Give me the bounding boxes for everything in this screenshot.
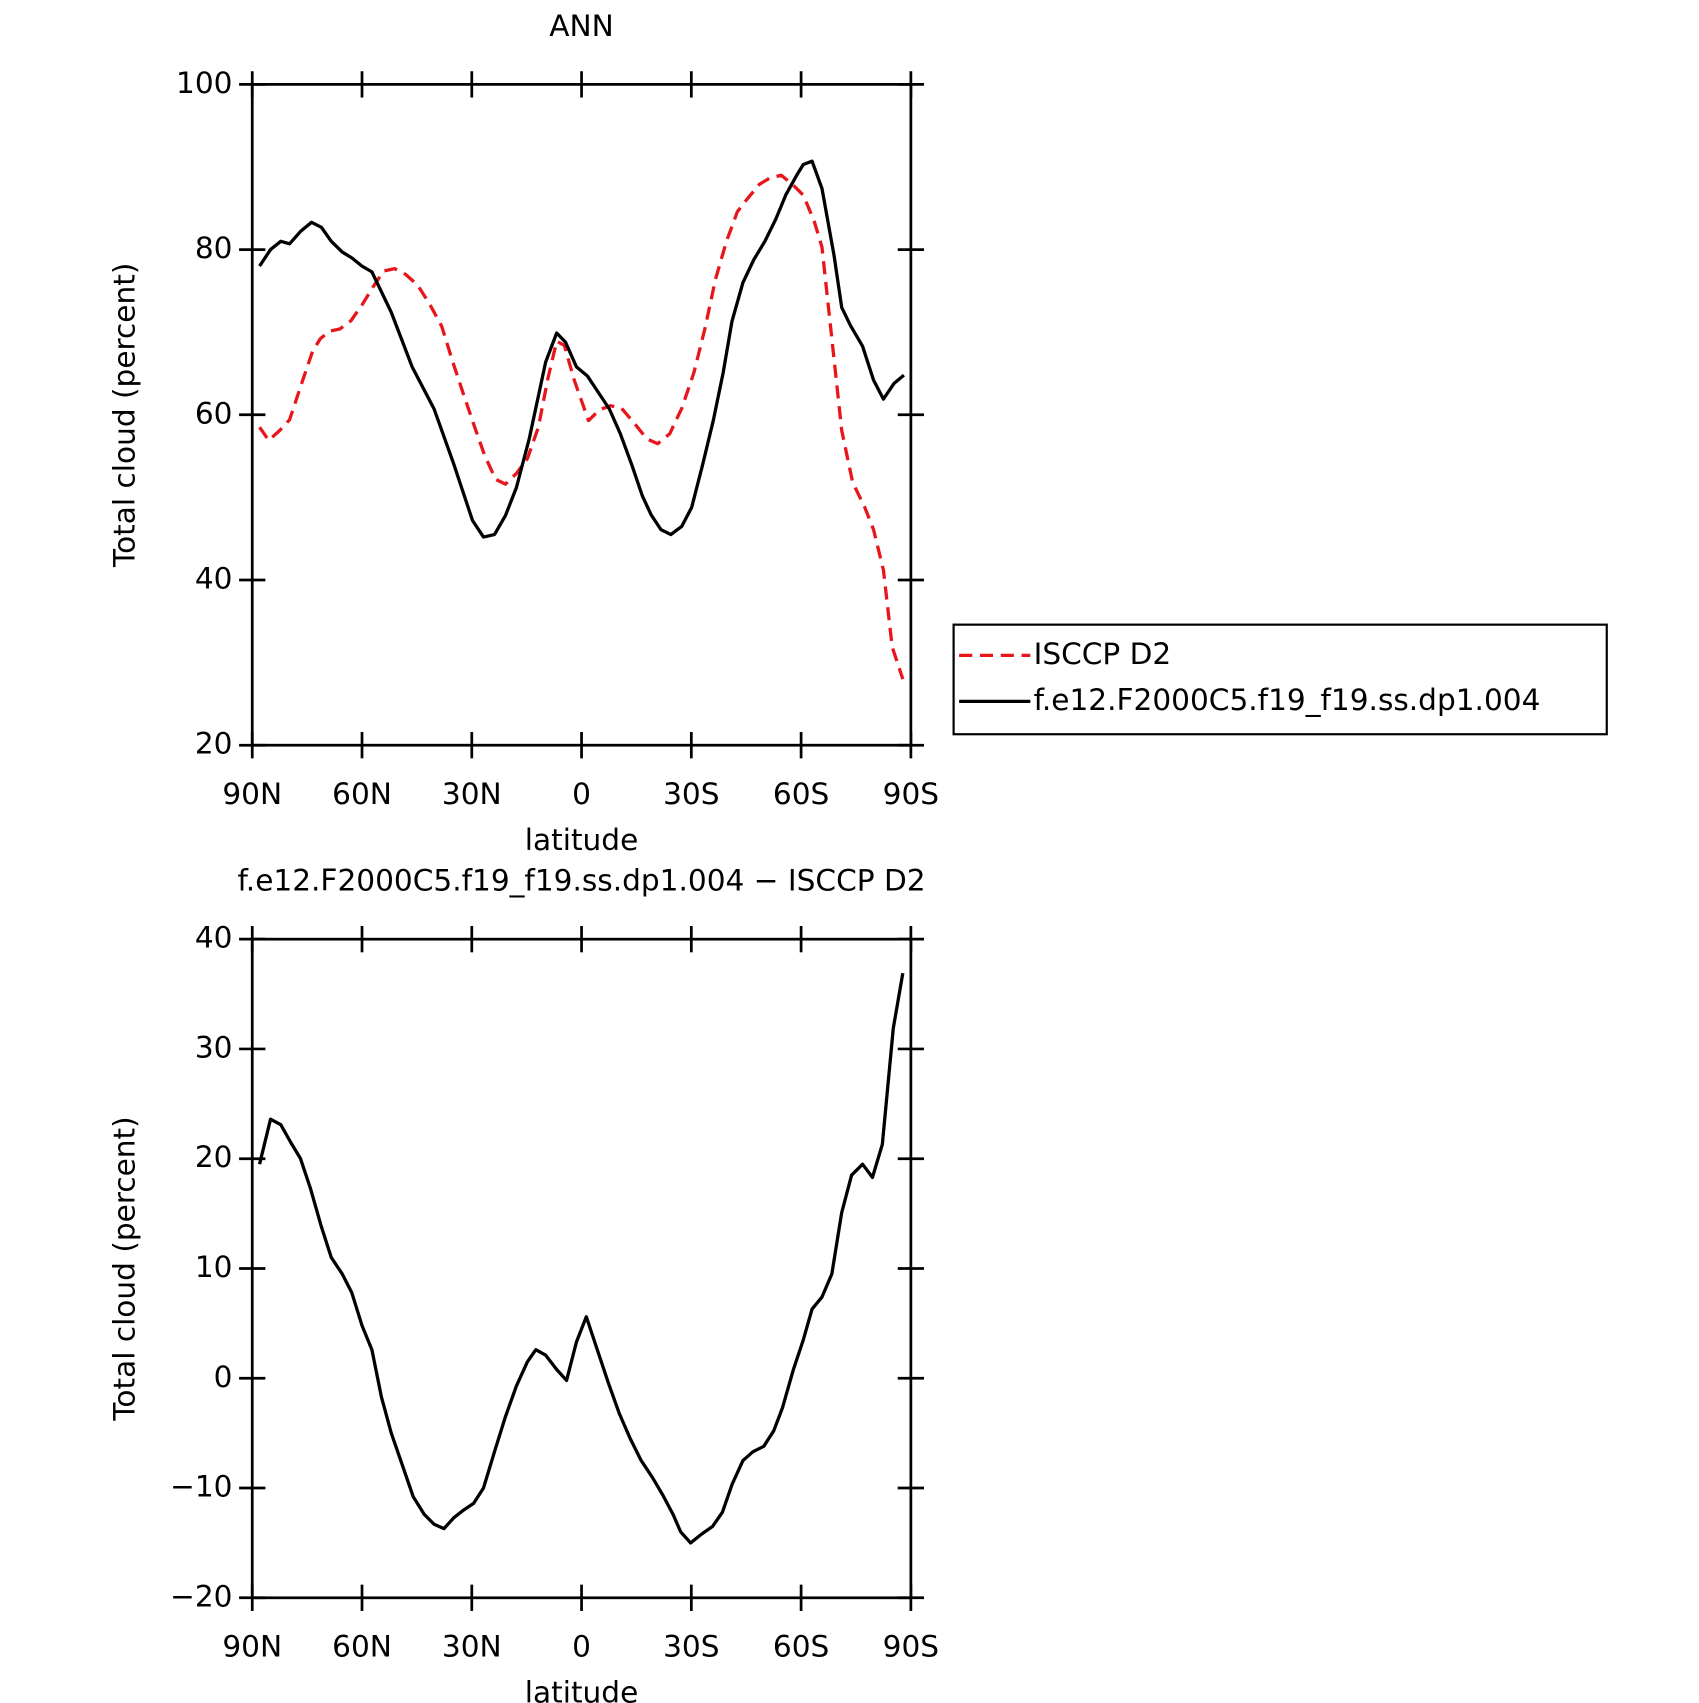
data-line [257,972,905,1545]
y-axis-label: Total cloud (percent) [108,1116,142,1421]
y-tick-label: 60 [195,396,233,430]
chart-title: ANN [549,9,614,43]
x-tick-label: 30N [442,777,502,811]
y-tick-label: −20 [170,1579,232,1613]
x-tick-label: 0 [572,1630,591,1664]
x-tick-label: 0 [572,777,591,811]
x-tick-label: 60S [773,1630,829,1664]
x-tick-label: 90S [883,1630,939,1664]
y-axis-label: Total cloud (percent) [108,263,142,568]
data-line [258,159,905,539]
x-tick-label: 90N [222,1630,282,1664]
legend-label: ISCCP D2 [1034,637,1172,671]
x-tick-label: 60N [332,1630,392,1664]
legend-label: f.e12.F2000C5.f19_f19.ss.dp1.004 [1034,683,1541,717]
y-tick-label: 10 [195,1250,233,1284]
x-tick-label: 90S [883,777,939,811]
y-tick-label: 20 [195,727,233,761]
y-tick-label: 40 [195,561,233,595]
y-tick-label: 100 [176,66,232,100]
x-tick-label: 30S [663,777,719,811]
y-tick-label: 80 [195,231,233,265]
y-tick-label: 20 [195,1140,233,1174]
chart-title: f.e12.F2000C5.f19_f19.ss.dp1.004 − ISCCP… [238,864,926,898]
data-line [258,173,905,680]
y-tick-label: −10 [170,1470,232,1504]
x-tick-label: 60S [773,777,829,811]
y-tick-label: 30 [195,1030,233,1064]
y-tick-label: 0 [214,1360,233,1394]
x-axis-label: latitude [525,1676,638,1703]
legend-box [952,623,1608,736]
x-tick-label: 30N [442,1630,502,1664]
x-tick-label: 30S [663,1630,719,1664]
x-tick-label: 90N [222,777,282,811]
x-tick-label: 60N [332,777,392,811]
x-axis-label: latitude [525,823,638,857]
y-tick-label: 40 [195,921,233,955]
